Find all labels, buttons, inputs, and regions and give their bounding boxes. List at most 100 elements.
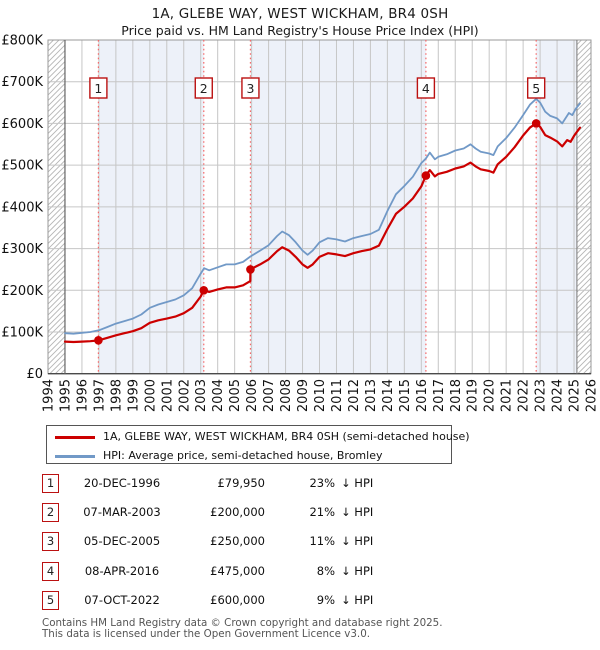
sale-point-dot (531, 119, 541, 128)
svg-text:£600K: £600K (1, 117, 43, 132)
svg-text:2004: 2004 (211, 379, 226, 412)
svg-text:2023: 2023 (534, 379, 549, 412)
svg-text:2010: 2010 (313, 379, 328, 412)
svg-text:2006: 2006 (245, 379, 260, 412)
transactions-table: 1 20-DEC-1996 £79,950 23% ↓ HPI 2 07-MAR… (40, 472, 560, 618)
svg-text:2018: 2018 (449, 379, 464, 412)
price-line-swatch (55, 436, 95, 439)
table-row: 3 05-DEC-2005 £250,000 11% ↓ HPI (40, 530, 560, 559)
sale-date: 07-OCT-2022 (84, 592, 160, 607)
svg-text:2003: 2003 (194, 379, 209, 412)
hpi-line (64, 97, 581, 335)
svg-text:1999: 1999 (126, 379, 141, 412)
table-row: 5 07-OCT-2022 £600,000 9% ↓ HPI (40, 589, 560, 618)
sale-date: 08-APR-2016 (84, 563, 160, 578)
svg-text:£700K: £700K (1, 75, 43, 90)
svg-text:2021: 2021 (500, 379, 515, 412)
svg-text:£200K: £200K (1, 284, 43, 299)
sale-marker-lines (97, 40, 537, 374)
svg-text:2024: 2024 (551, 379, 566, 412)
svg-text:1994: 1994 (42, 379, 57, 412)
svg-text:2007: 2007 (262, 379, 277, 412)
hpi-delta-direction: ↓ HPI (341, 505, 374, 520)
svg-text:2: 2 (200, 81, 208, 96)
svg-text:2025: 2025 (568, 379, 583, 412)
legend: 1A, GLEBE WAY, WEST WICKHAM, BR4 0SH (se… (46, 425, 470, 464)
hpi-delta-direction: ↓ HPI (341, 592, 374, 607)
x-axis-labels: 1994 1995 1996 1997 1998 1999 2000 2001 2002 2003… (42, 379, 600, 412)
sale-price: £600,000 (210, 592, 265, 607)
svg-text:2022: 2022 (517, 379, 532, 412)
svg-text:2012: 2012 (347, 379, 362, 412)
hpi-delta-direction: ↓ HPI (341, 563, 374, 578)
svg-text:4: 4 (422, 81, 430, 96)
copyright-footer: Contains HM Land Registry data © Crown c… (42, 618, 443, 640)
sale-price: £475,000 (210, 563, 265, 578)
sale-date: 05-DEC-2005 (83, 534, 161, 549)
legend-row-hpi: HPI: Average price, semi-detached house,… (47, 447, 451, 464)
sale-point-dot (421, 171, 431, 180)
sale-date: 20-DEC-1996 (83, 476, 161, 490)
svg-text:£400K: £400K (1, 200, 43, 215)
row-number-badge: 3 (42, 532, 59, 552)
gridlines (48, 40, 591, 374)
svg-text:2005: 2005 (228, 379, 243, 412)
svg-text:5: 5 (532, 81, 540, 96)
svg-text:2016: 2016 (415, 379, 430, 412)
hpi-delta-pct: 23% (309, 476, 335, 490)
sale-point-dot (246, 265, 255, 274)
hpi-delta-pct: 21% (309, 505, 335, 520)
svg-text:£800K: £800K (1, 34, 43, 49)
svg-text:1995: 1995 (58, 379, 73, 412)
svg-text:£100K: £100K (1, 325, 43, 340)
hpi-delta-pct: 9% (316, 592, 335, 607)
svg-text:2011: 2011 (330, 379, 345, 412)
svg-text:2015: 2015 (398, 379, 413, 412)
svg-text:2008: 2008 (279, 379, 294, 412)
sale-marker-labels: 1 2 3 4 5 (89, 77, 546, 99)
sale-price: £250,000 (210, 534, 265, 549)
svg-text:£0: £0 (26, 367, 43, 382)
svg-text:1997: 1997 (92, 379, 107, 412)
svg-text:2009: 2009 (296, 379, 311, 412)
hpi-delta-direction: ↓ HPI (341, 534, 374, 549)
legend-price-label: 1A, GLEBE WAY, WEST WICKHAM, BR4 0SH (se… (103, 430, 470, 443)
row-number-badge: 4 (42, 561, 59, 581)
legend-hpi-label: HPI: Average price, semi-detached house,… (103, 449, 383, 462)
hpi-delta-pct: 11% (309, 534, 335, 549)
y-axis-labels: £0 £100K £200K £300K £400K £500K £600K £700K £80… (1, 34, 43, 383)
copyright-line-2: This data is licensed under the Open Gov… (42, 628, 371, 640)
legend-row-price: 1A, GLEBE WAY, WEST WICKHAM, BR4 0SH (se… (47, 428, 470, 445)
row-number-badge: 5 (42, 590, 59, 610)
sale-date: 07-MAR-2003 (83, 505, 161, 520)
sale-point-dot (199, 285, 209, 295)
sale-price: £79,950 (217, 476, 265, 490)
svg-text:2026: 2026 (585, 379, 600, 412)
table-row: 2 07-MAR-2003 £200,000 21% ↓ HPI (40, 501, 560, 530)
table-row: 1 20-DEC-1996 £79,950 23% ↓ HPI (40, 472, 560, 501)
price-chart: 1 2 3 4 5 £0 £100K £200K £300K £400K £500K £600K £70… (1, 34, 600, 413)
hpi-delta-direction: ↓ HPI (341, 476, 374, 490)
hpi-delta-pct: 8% (316, 563, 335, 578)
svg-text:2014: 2014 (381, 379, 396, 412)
svg-text:£500K: £500K (1, 159, 43, 174)
svg-text:1998: 1998 (109, 379, 124, 412)
row-number-badge: 1 (42, 474, 59, 493)
sale-points (94, 119, 541, 345)
svg-text:£300K: £300K (1, 242, 43, 257)
table-row: 4 08-APR-2016 £475,000 8% ↓ HPI (40, 560, 560, 589)
svg-text:2002: 2002 (177, 379, 192, 412)
page-title: 1A, GLEBE WAY, WEST WICKHAM, BR4 0SH (151, 6, 449, 22)
sale-price: £200,000 (210, 505, 265, 520)
svg-text:1: 1 (94, 81, 102, 96)
svg-text:2001: 2001 (160, 379, 175, 412)
svg-text:3: 3 (246, 81, 254, 96)
copyright-line-1: Contains HM Land Registry data © Crown c… (42, 617, 443, 629)
sale-point-dot (94, 336, 103, 345)
row-number-badge: 2 (42, 503, 59, 523)
price-line (63, 122, 582, 344)
svg-text:1996: 1996 (75, 379, 90, 412)
svg-text:2019: 2019 (466, 379, 481, 412)
svg-text:2000: 2000 (143, 379, 158, 412)
